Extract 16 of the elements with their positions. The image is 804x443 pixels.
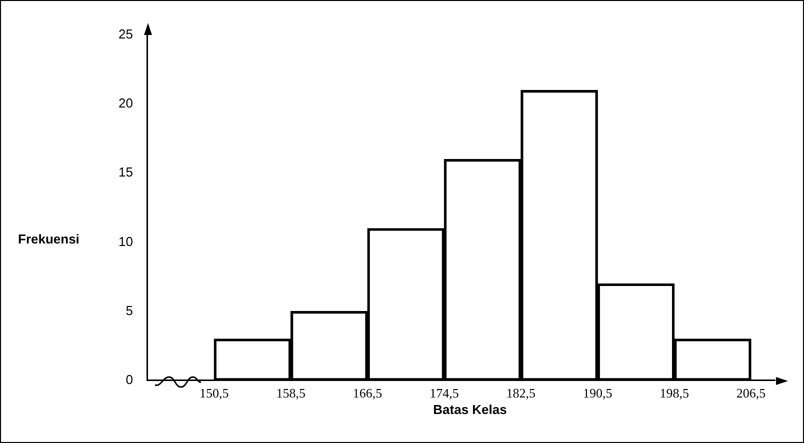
x-tick-label: 166,5 <box>352 386 382 401</box>
x-tick-label: 158,5 <box>276 386 306 401</box>
y-tick-label: 25 <box>118 26 133 42</box>
x-tick-label: 190,5 <box>583 386 612 401</box>
x-tick-label: 206,5 <box>736 386 766 401</box>
y-tick-label: 10 <box>118 234 133 249</box>
x-tick-label: 150,5 <box>199 386 229 401</box>
y-tick-label: 15 <box>118 164 133 180</box>
x-tick-label: 182,5 <box>506 386 536 401</box>
y-tick-label: 20 <box>118 96 133 111</box>
x-tick-label: 198,5 <box>660 386 689 401</box>
x-tick-label: 174,5 <box>430 386 459 401</box>
y-axis-title: Frekuensi <box>18 231 80 246</box>
y-tick-label: 5 <box>126 302 133 318</box>
y-tick-label: 0 <box>126 372 133 387</box>
x-axis-title: Batas Kelas <box>433 402 507 417</box>
